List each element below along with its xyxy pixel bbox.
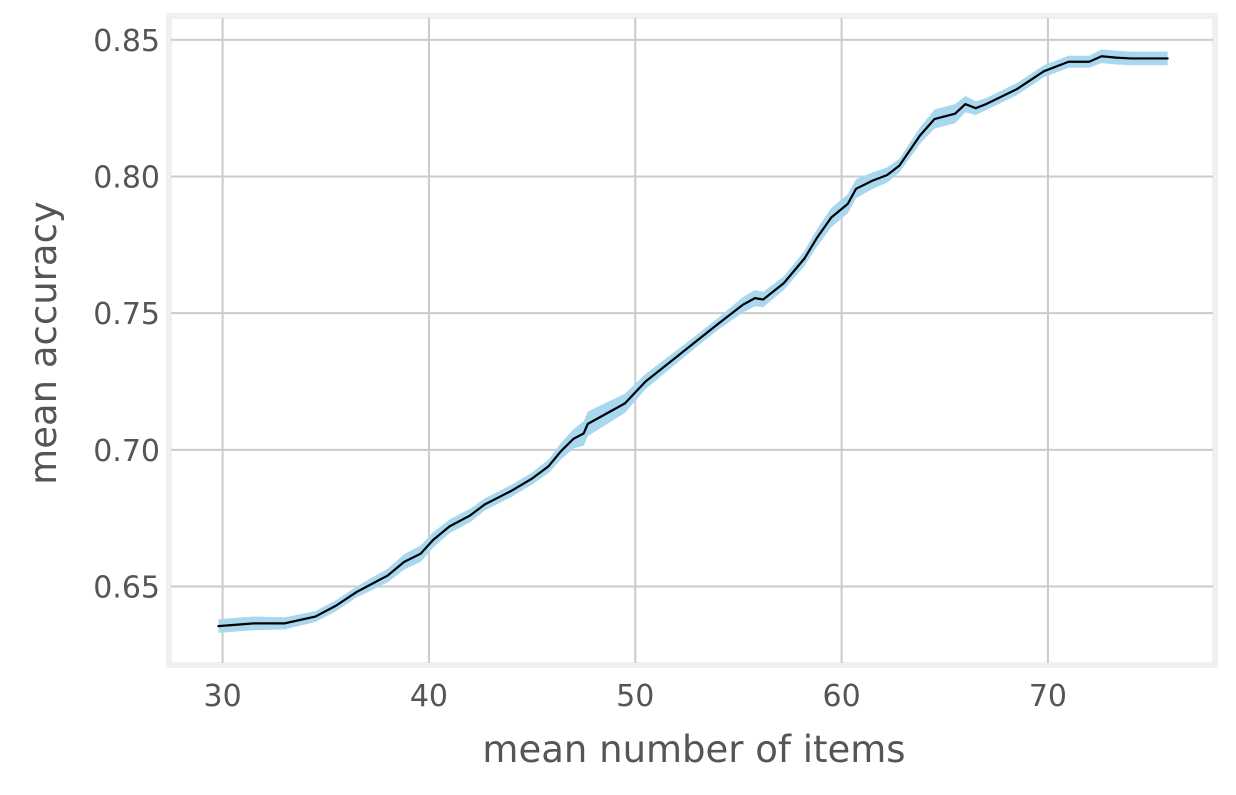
x-axis-label: mean number of items: [482, 728, 905, 771]
data-point: [762, 298, 764, 301]
data-point: [964, 103, 967, 105]
data-point: [572, 438, 575, 440]
data-point: [355, 591, 358, 593]
x-tick-label: 70: [1029, 679, 1067, 714]
data-point: [448, 525, 451, 528]
x-tick-label: 40: [410, 679, 448, 714]
data-point: [1016, 88, 1018, 90]
data-point: [1115, 56, 1117, 59]
data-point: [1129, 57, 1132, 60]
data-point: [644, 380, 647, 383]
y-tick-label: 0.85: [93, 24, 160, 59]
data-point: [830, 216, 833, 219]
data-point: [314, 615, 317, 618]
series-line: [217, 55, 1169, 628]
data-point: [335, 604, 337, 607]
data-point: [252, 622, 255, 625]
data-point: [1166, 57, 1169, 60]
data-point: [1067, 60, 1070, 63]
data-point: [419, 552, 422, 555]
data-point: [933, 118, 936, 120]
data-point: [716, 323, 719, 325]
data-point: [846, 203, 849, 205]
data-point: [1088, 60, 1090, 63]
data-point: [741, 304, 744, 306]
data-point: [587, 423, 589, 425]
data-point: [366, 585, 368, 588]
data-point: [510, 490, 513, 492]
x-tick-labels: 30 40 50 60 70: [203, 679, 1067, 714]
data-point: [547, 465, 550, 468]
y-tick-label: 0.65: [93, 570, 160, 605]
data-point: [531, 477, 533, 480]
accuracy-line: [217, 55, 1169, 628]
data-point: [974, 107, 977, 109]
data-point: [985, 103, 987, 105]
confidence-band-area: [218, 49, 1168, 633]
data-point: [403, 561, 405, 563]
data-point: [816, 237, 818, 239]
data-point: [898, 164, 901, 167]
grid-lines: [171, 18, 1213, 663]
data-point: [871, 179, 874, 182]
data-point: [855, 188, 857, 190]
data-point: [696, 339, 698, 342]
y-tick-label: 0.70: [93, 434, 160, 469]
data-point: [217, 625, 220, 627]
y-tick-labels: 0.65 0.70 0.75 0.80 0.85: [93, 24, 160, 606]
x-tick-label: 50: [616, 679, 654, 714]
data-point: [483, 503, 486, 506]
data-point: [1100, 55, 1103, 58]
x-tick-label: 60: [823, 679, 861, 714]
y-axis-label: mean accuracy: [22, 201, 65, 485]
data-point: [582, 432, 585, 435]
confidence-band: [218, 49, 1168, 633]
data-point: [432, 539, 434, 541]
data-point: [386, 574, 389, 577]
y-tick-label: 0.75: [93, 297, 160, 332]
data-point: [560, 450, 562, 452]
x-tick-label: 30: [203, 679, 241, 714]
data-point: [803, 257, 806, 260]
data-point: [665, 364, 668, 366]
data-point: [1043, 70, 1045, 73]
data-point: [283, 622, 286, 625]
data-point: [886, 174, 888, 176]
data-point: [919, 134, 921, 137]
y-tick-label: 0.80: [93, 161, 160, 196]
data-point: [754, 297, 756, 299]
data-point: [624, 402, 626, 405]
data-point: [954, 112, 956, 115]
data-point: [783, 282, 785, 284]
data-point: [469, 514, 471, 517]
